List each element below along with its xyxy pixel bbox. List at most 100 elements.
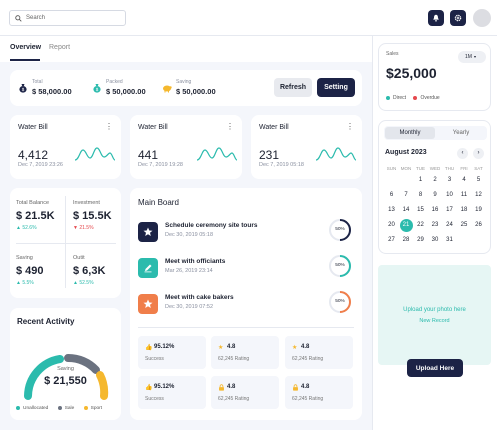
task-row[interactable]: Meet with cake bakers Dec 30, 2019 07:52… — [138, 290, 356, 320]
metric-sub: 62,245 Rating — [292, 356, 324, 362]
calendar-day[interactable]: 8 — [418, 192, 423, 198]
calendar-day[interactable]: 5 — [476, 177, 481, 183]
calendar-day[interactable]: 22 — [417, 222, 424, 228]
metric-tile: 4.8 62,245 Rating — [211, 376, 279, 409]
sparkline — [74, 147, 116, 161]
avatar[interactable] — [473, 9, 491, 27]
progress-ring: 50% — [328, 254, 352, 278]
legend-label: Overdue — [420, 95, 440, 101]
tab-report[interactable]: Report — [49, 44, 71, 51]
upload-button[interactable]: Upload Here — [407, 359, 463, 377]
svg-text:$: $ — [22, 87, 25, 92]
stat-value: $ 6,3K — [73, 265, 106, 277]
calendar-day[interactable]: 18 — [460, 207, 468, 213]
task-date: Dec 30, 2019 07:52 — [165, 304, 214, 310]
prev-month-button[interactable]: ‹ — [457, 148, 468, 159]
lock-icon — [219, 384, 224, 391]
calendar-day[interactable]: 17 — [446, 207, 453, 213]
calendar-day[interactable]: 7 — [404, 192, 408, 198]
task-title: Meet with officiants — [165, 258, 226, 265]
gauge-label: Saving — [57, 366, 74, 372]
period-select[interactable]: 1M ▾ — [458, 51, 486, 63]
calendar-day[interactable]: 27 — [388, 237, 395, 243]
legend-dot — [386, 95, 390, 100]
calendar-day[interactable]: 29 — [417, 237, 424, 243]
upload-dropzone[interactable]: Upload your photo here New Record — [378, 265, 491, 365]
task-row[interactable]: Schedule ceremony site tours Dec 30, 201… — [138, 218, 356, 248]
more-icon[interactable]: ⋮ — [226, 122, 234, 131]
weekday-label: SAT — [474, 166, 483, 171]
calendar-day-selected[interactable]: 21 — [399, 219, 413, 232]
top-bar: Search — [0, 0, 497, 36]
calendar-day[interactable]: 16 — [431, 207, 439, 213]
calendar-day[interactable]: 14 — [402, 207, 410, 213]
bill-title: Water Bill — [138, 124, 168, 131]
next-month-button[interactable]: › — [473, 148, 484, 159]
legend-item: Sale — [57, 406, 74, 411]
task-row[interactable]: Meet with officiants Mar 26, 2019 23:14 … — [138, 254, 356, 284]
metric-value: 95.12% — [154, 344, 175, 350]
calendar-day[interactable]: 24 — [446, 222, 453, 228]
search-input[interactable]: Search — [9, 10, 126, 26]
calendar-day[interactable]: 26 — [475, 222, 482, 228]
calendar-day[interactable]: 12 — [475, 192, 482, 198]
chevron-left-icon: ‹ — [461, 150, 464, 156]
gauge-value: $ 21,550 — [44, 375, 87, 387]
search-placeholder: Search — [26, 15, 46, 21]
packed-value: $ 50,000.00 — [106, 87, 146, 96]
calendar-day[interactable]: 30 — [431, 237, 439, 243]
calendar-day[interactable]: 3 — [447, 177, 452, 183]
total-value: $ 58,000.00 — [32, 87, 72, 96]
star-icon — [138, 294, 158, 314]
legend-item: Unallocated — [16, 406, 48, 411]
calendar-day[interactable]: 6 — [389, 192, 394, 198]
calendar-day[interactable]: 13 — [388, 207, 395, 213]
piggy-bank-icon — [163, 85, 172, 93]
legend-label: Unallocated — [23, 406, 49, 412]
calendar-day[interactable]: 20 — [388, 222, 395, 228]
upload-prompt: Upload your photo here — [403, 307, 466, 313]
bill-date: Dec 7, 2019 19:28 — [138, 162, 183, 168]
legend-dot — [16, 406, 20, 410]
tab-overview[interactable]: Overview — [10, 44, 42, 51]
star-icon: ★ — [292, 345, 298, 351]
calendar-day[interactable]: 9 — [433, 192, 437, 198]
calendar-day[interactable]: 23 — [431, 222, 439, 228]
calendar-day[interactable]: 1 — [418, 177, 423, 183]
more-icon[interactable]: ⋮ — [346, 122, 354, 131]
calendar-day[interactable]: 15 — [417, 207, 424, 213]
divider — [65, 196, 66, 288]
metric-value: 95.12% — [154, 384, 175, 390]
progress-percent: 50% — [335, 299, 345, 304]
metric-tile: 4.8 62,245 Rating — [285, 376, 353, 409]
chevron-right-icon: › — [477, 150, 480, 156]
calendar-day[interactable]: 10 — [446, 192, 453, 198]
tab-yearly[interactable]: Yearly — [452, 130, 470, 136]
notification-button[interactable] — [428, 10, 444, 26]
metric-tile: 👍 95.12% Success — [138, 376, 206, 409]
setting-button[interactable]: Setting — [317, 78, 355, 97]
legend-dot — [57, 406, 62, 410]
metric-tile: 👍 95.12% Success — [138, 336, 206, 369]
metric-value: 4.8 — [227, 344, 236, 350]
calendar-day[interactable]: 11 — [460, 192, 468, 198]
stat-label: Saving — [16, 255, 33, 261]
bill-value: 4,412 — [18, 148, 49, 162]
calendar-day[interactable]: 2 — [433, 177, 437, 183]
progress-percent: 50% — [335, 263, 345, 268]
metric-sub: 62,245 Rating — [218, 396, 250, 402]
calendar-day[interactable]: 31 — [446, 237, 453, 243]
metric-sub: Success — [145, 396, 164, 402]
calendar-day[interactable]: 19 — [475, 207, 482, 213]
settings-button[interactable] — [450, 10, 466, 26]
legend-dot — [413, 95, 418, 100]
search-icon — [15, 15, 22, 22]
tab-monthly[interactable]: Monthly — [385, 127, 435, 139]
more-icon[interactable]: ⋮ — [105, 122, 113, 131]
sales-label: Sales — [386, 51, 399, 57]
calendar-day[interactable]: 4 — [462, 177, 466, 183]
calendar-day[interactable]: 25 — [460, 222, 468, 228]
calendar-day[interactable]: 28 — [402, 237, 410, 243]
refresh-button[interactable]: Refresh — [274, 78, 312, 97]
stat-value: $ 21.5K — [16, 210, 55, 222]
